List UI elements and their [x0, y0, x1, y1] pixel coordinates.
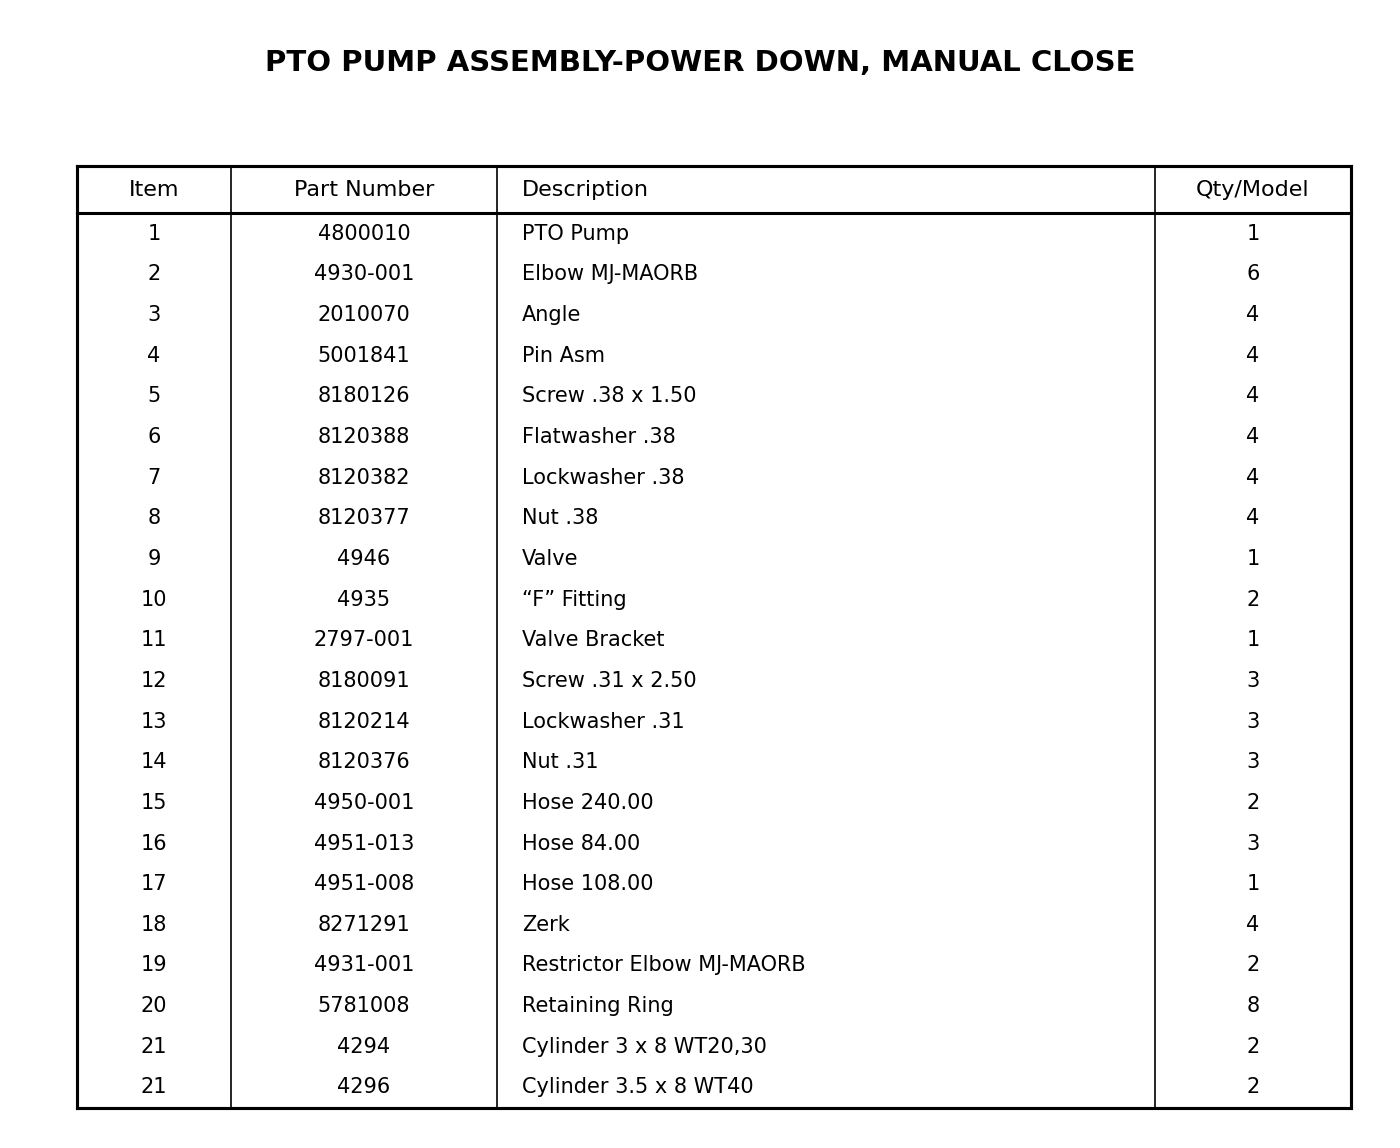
- Text: Retaining Ring: Retaining Ring: [522, 996, 673, 1016]
- Bar: [77, 166, 1351, 1108]
- Text: 3: 3: [147, 305, 161, 325]
- Text: 4931-001: 4931-001: [314, 955, 414, 976]
- Text: 14: 14: [141, 752, 167, 773]
- Text: 4: 4: [1246, 386, 1260, 406]
- Text: Hose 108.00: Hose 108.00: [522, 874, 654, 894]
- Text: Restrictor Elbow MJ-MAORB: Restrictor Elbow MJ-MAORB: [522, 955, 806, 976]
- Text: Flatwasher .38: Flatwasher .38: [522, 427, 676, 447]
- Text: 4: 4: [1246, 305, 1260, 325]
- Text: 4935: 4935: [337, 590, 391, 610]
- Text: Zerk: Zerk: [522, 915, 570, 934]
- Text: 8120214: 8120214: [318, 712, 410, 731]
- Text: Nut .31: Nut .31: [522, 752, 599, 773]
- Text: 1: 1: [1246, 224, 1260, 243]
- Text: 1: 1: [1246, 874, 1260, 894]
- Text: Nut .38: Nut .38: [522, 509, 599, 528]
- Text: Cylinder 3 x 8 WT20,30: Cylinder 3 x 8 WT20,30: [522, 1037, 767, 1057]
- Text: Item: Item: [129, 180, 179, 200]
- Text: 12: 12: [141, 670, 167, 691]
- Text: 10: 10: [141, 590, 167, 610]
- Text: Part Number: Part Number: [294, 180, 434, 200]
- Text: Screw .31 x 2.50: Screw .31 x 2.50: [522, 670, 697, 691]
- Text: 6: 6: [147, 427, 161, 447]
- Text: Lockwasher .31: Lockwasher .31: [522, 712, 685, 731]
- Text: 4: 4: [1246, 427, 1260, 447]
- Text: 6: 6: [1246, 264, 1260, 285]
- Text: 7: 7: [147, 467, 161, 488]
- Text: Angle: Angle: [522, 305, 581, 325]
- Text: 4: 4: [147, 346, 161, 365]
- Text: 4951-013: 4951-013: [314, 833, 414, 853]
- Text: Valve Bracket: Valve Bracket: [522, 630, 665, 650]
- Text: 3: 3: [1246, 670, 1260, 691]
- Text: 4946: 4946: [337, 549, 391, 569]
- Text: Hose 84.00: Hose 84.00: [522, 833, 640, 853]
- Text: 8120388: 8120388: [318, 427, 410, 447]
- Text: Elbow MJ-MAORB: Elbow MJ-MAORB: [522, 264, 699, 285]
- Text: 1: 1: [1246, 630, 1260, 650]
- Text: 2: 2: [1246, 590, 1260, 610]
- Text: 21: 21: [141, 1037, 167, 1057]
- Text: PTO Pump: PTO Pump: [522, 224, 630, 243]
- Text: 4: 4: [1246, 346, 1260, 365]
- Text: PTO PUMP ASSEMBLY-POWER DOWN, MANUAL CLOSE: PTO PUMP ASSEMBLY-POWER DOWN, MANUAL CLO…: [265, 49, 1135, 77]
- Text: 11: 11: [141, 630, 167, 650]
- Text: 15: 15: [141, 793, 167, 813]
- Text: 4951-008: 4951-008: [314, 874, 414, 894]
- Text: 2: 2: [1246, 1078, 1260, 1097]
- Text: 4: 4: [1246, 915, 1260, 934]
- Text: Cylinder 3.5 x 8 WT40: Cylinder 3.5 x 8 WT40: [522, 1078, 753, 1097]
- Text: 4: 4: [1246, 467, 1260, 488]
- Text: 2010070: 2010070: [318, 305, 410, 325]
- Text: 2: 2: [147, 264, 161, 285]
- Text: 3: 3: [1246, 712, 1260, 731]
- Text: Hose 240.00: Hose 240.00: [522, 793, 654, 813]
- Text: 5: 5: [147, 386, 161, 406]
- Text: 4296: 4296: [337, 1078, 391, 1097]
- Text: 2: 2: [1246, 955, 1260, 976]
- Text: 13: 13: [141, 712, 167, 731]
- Text: 18: 18: [141, 915, 167, 934]
- Text: 1: 1: [1246, 549, 1260, 569]
- Text: 17: 17: [141, 874, 167, 894]
- Text: Valve: Valve: [522, 549, 578, 569]
- Text: 1: 1: [147, 224, 161, 243]
- Text: 5001841: 5001841: [318, 346, 410, 365]
- Text: 8: 8: [1246, 996, 1260, 1016]
- Text: Lockwasher .38: Lockwasher .38: [522, 467, 685, 488]
- Text: 8120376: 8120376: [318, 752, 410, 773]
- Text: Qty/Model: Qty/Model: [1196, 180, 1310, 200]
- Text: 8180126: 8180126: [318, 386, 410, 406]
- Text: 19: 19: [140, 955, 168, 976]
- Text: Screw .38 x 1.50: Screw .38 x 1.50: [522, 386, 697, 406]
- Text: 8120382: 8120382: [318, 467, 410, 488]
- Text: 20: 20: [141, 996, 167, 1016]
- Text: 3: 3: [1246, 833, 1260, 853]
- Text: 2797-001: 2797-001: [314, 630, 414, 650]
- Text: 16: 16: [140, 833, 168, 853]
- Text: 8120377: 8120377: [318, 509, 410, 528]
- Text: 4930-001: 4930-001: [314, 264, 414, 285]
- Text: 8271291: 8271291: [318, 915, 410, 934]
- Text: 4: 4: [1246, 509, 1260, 528]
- Text: 4950-001: 4950-001: [314, 793, 414, 813]
- Text: 4294: 4294: [337, 1037, 391, 1057]
- Text: 9: 9: [147, 549, 161, 569]
- Text: Pin Asm: Pin Asm: [522, 346, 605, 365]
- Text: 5781008: 5781008: [318, 996, 410, 1016]
- Text: 3: 3: [1246, 752, 1260, 773]
- Text: 8: 8: [147, 509, 161, 528]
- Text: “F” Fitting: “F” Fitting: [522, 590, 627, 610]
- Text: Description: Description: [522, 180, 650, 200]
- Text: 21: 21: [141, 1078, 167, 1097]
- Text: 4800010: 4800010: [318, 224, 410, 243]
- Text: 8180091: 8180091: [318, 670, 410, 691]
- Text: 2: 2: [1246, 1037, 1260, 1057]
- Text: 2: 2: [1246, 793, 1260, 813]
